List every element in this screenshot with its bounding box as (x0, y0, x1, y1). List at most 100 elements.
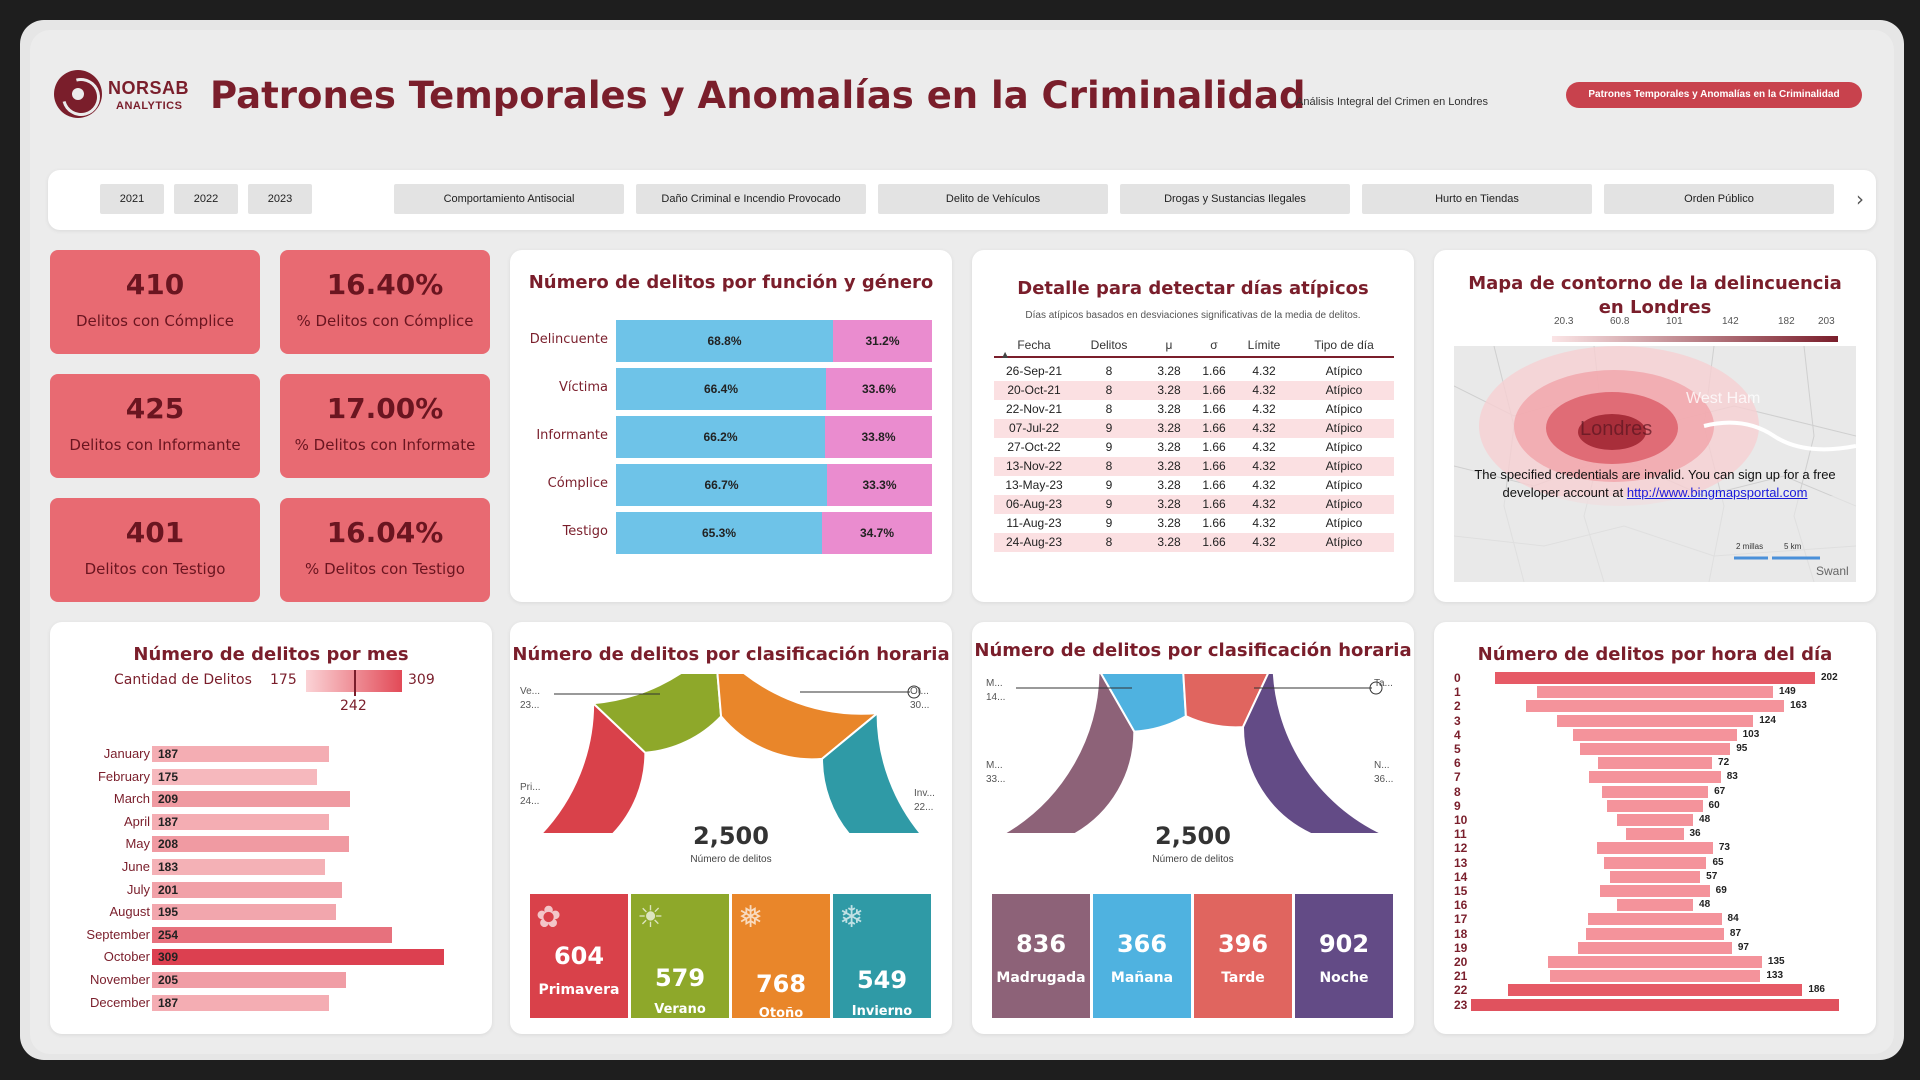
sun-icon: ☀ (637, 900, 664, 935)
column-header[interactable]: Tipo de día (1314, 338, 1374, 352)
table-row[interactable]: 20-Oct-21 8 3.28 1.66 4.32 Atípico (994, 381, 1394, 400)
bar-segment-b[interactable]: 33.3% (827, 464, 932, 506)
month-bar[interactable] (152, 904, 336, 921)
column-header[interactable]: σ (1210, 338, 1218, 352)
hour-bar[interactable] (1589, 771, 1721, 784)
month-bar[interactable] (152, 859, 325, 875)
month-bar[interactable] (152, 949, 444, 966)
bar-segment-b[interactable]: 33.8% (825, 416, 932, 458)
daypart-tile-tarde[interactable]: 396 Tarde (1194, 894, 1292, 1018)
hour-bar[interactable] (1603, 856, 1707, 869)
daypart-tile-madrugada[interactable]: 836 Madrugada (992, 894, 1090, 1018)
table-row[interactable]: 11-Aug-23 9 3.28 1.66 4.32 Atípico (994, 514, 1394, 533)
table-row[interactable]: 24-Aug-23 8 3.28 1.66 4.32 Atípico (994, 533, 1394, 552)
bar-segment-b[interactable]: 31.2% (833, 320, 932, 362)
month-label: August (109, 904, 150, 920)
table-row[interactable]: 27-Oct-22 9 3.28 1.66 4.32 Atípico (994, 438, 1394, 457)
hour-bar[interactable] (1548, 956, 1762, 968)
hour-bar[interactable] (1579, 743, 1731, 755)
hour-label: 1 (1454, 685, 1461, 700)
hour-bar[interactable] (1588, 913, 1722, 926)
page-nav-button[interactable]: Patrones Temporales y Anomalías en la Cr… (1566, 82, 1862, 108)
table-cell: 4.32 (1252, 497, 1276, 511)
hour-bar[interactable] (1597, 757, 1713, 770)
year-filter-2022[interactable]: 2022 (174, 184, 238, 214)
daypart-tile-noche[interactable]: 902 Noche (1295, 894, 1393, 1018)
sort-asc-icon[interactable]: ▲ (1002, 350, 1009, 359)
hour-bar[interactable] (1616, 814, 1693, 826)
bing-maps-link[interactable]: http://www.bingmapsportal.com (1626, 485, 1808, 500)
hour-bar[interactable] (1536, 686, 1773, 699)
bar-segment-a[interactable]: 66.2% (616, 416, 825, 458)
year-filter-2023[interactable]: 2023 (248, 184, 312, 214)
table-row[interactable]: 06-Aug-23 9 3.28 1.66 4.32 Atípico (994, 495, 1394, 514)
hour-bar[interactable] (1609, 870, 1701, 883)
hour-bar[interactable] (1626, 828, 1684, 841)
hour-bar[interactable] (1578, 941, 1732, 954)
month-bar[interactable] (152, 881, 342, 898)
category-filter-drogas[interactable]: Drogas y Sustancias Ilegales (1120, 184, 1350, 214)
hour-bar[interactable] (1607, 799, 1703, 812)
season-tile-verano[interactable]: ☀ 579 Verano (631, 894, 729, 1018)
gauge-segment-noche (1241, 674, 1384, 835)
table-row[interactable]: 07-Jul-22 9 3.28 1.66 4.32 Atípico (994, 419, 1394, 438)
table-cell: 1.66 (1202, 383, 1226, 397)
month-value: 187 (158, 747, 179, 761)
bar-segment-a[interactable]: 68.8% (616, 320, 833, 362)
table-row[interactable]: 13-May-23 9 3.28 1.66 4.32 Atípico (994, 476, 1394, 495)
hour-bar[interactable] (1507, 984, 1803, 997)
hour-bar[interactable] (1600, 885, 1710, 897)
month-bar[interactable] (152, 746, 329, 762)
month-bar[interactable] (152, 813, 329, 830)
season-tile-primavera[interactable]: ✿ 604 Primavera (530, 894, 628, 1018)
month-bar[interactable] (152, 836, 349, 853)
column-header[interactable]: Límite (1247, 338, 1281, 352)
table-cell: 1.66 (1202, 497, 1226, 511)
table-row[interactable]: 26-Sep-21 8 3.28 1.66 4.32 Atípico (994, 362, 1394, 381)
month-bar[interactable] (152, 926, 392, 943)
map-scale-b: 5 km (1784, 542, 1802, 551)
column-header[interactable]: Fecha (1017, 338, 1051, 352)
tile-label: Madrugada (996, 970, 1086, 986)
hour-bar[interactable] (1586, 927, 1724, 940)
column-header[interactable]: μ (1165, 338, 1173, 352)
hour-bar[interactable] (1597, 842, 1713, 855)
table-cell: 26-Sep-21 (1005, 364, 1063, 378)
hour-bar[interactable] (1549, 970, 1761, 983)
season-tile-invierno[interactable]: ❄ 549 Invierno (833, 894, 931, 1018)
hour-bar[interactable] (1616, 899, 1693, 912)
table-row[interactable]: 13-Nov-22 8 3.28 1.66 4.32 Atípico (994, 457, 1394, 476)
month-bar[interactable] (152, 768, 317, 785)
hour-bar[interactable] (1573, 728, 1737, 741)
hour-bar[interactable] (1471, 998, 1839, 1011)
category-filter-antisocial[interactable]: Comportamiento Antisocial (394, 184, 624, 214)
month-bar[interactable] (152, 791, 350, 808)
year-filter-2021[interactable]: 2021 (100, 184, 164, 214)
bar-segment-a[interactable]: 66.7% (616, 464, 827, 506)
hour-value: 149 (1779, 686, 1796, 698)
month-bar[interactable] (152, 994, 329, 1011)
category-filter-hurto[interactable]: Hurto en Tiendas (1362, 184, 1592, 214)
category-filter-vehiculos[interactable]: Delito de Vehículos (878, 184, 1108, 214)
hour-bar[interactable] (1525, 700, 1785, 713)
bar-segment-b[interactable]: 34.7% (822, 512, 932, 554)
bar-segment-b[interactable]: 33.6% (826, 368, 932, 410)
month-bar[interactable] (152, 972, 346, 988)
season-tile-otono[interactable]: ❅ 768 Otoño (732, 894, 830, 1018)
table-row[interactable]: 22-Nov-21 8 3.28 1.66 4.32 Atípico (994, 400, 1394, 419)
hour-value: 133 (1766, 970, 1784, 982)
hour-bar[interactable] (1556, 714, 1754, 727)
table-cell: 9 (1105, 516, 1113, 530)
hour-bar[interactable] (1601, 785, 1709, 798)
bar-segment-a[interactable]: 65.3% (616, 512, 822, 554)
category-filter-orden-publico[interactable]: Orden Público (1604, 184, 1834, 214)
chevron-right-icon[interactable]: › (1856, 187, 1864, 211)
category-filter-dano-criminal[interactable]: Daño Criminal e Incendio Provocado (636, 184, 866, 214)
table-cell: Atípico (1325, 440, 1363, 454)
hour-bar[interactable] (1495, 672, 1815, 684)
daypart-tile-manana[interactable]: 366 Mañana (1093, 894, 1191, 1018)
map-view[interactable]: West Ham Londres Swanl 2 millas 5 km The… (1454, 346, 1856, 582)
column-header[interactable]: Delitos (1090, 338, 1128, 352)
bar-segment-a[interactable]: 66.4% (616, 368, 826, 410)
table-cell: 3.28 (1157, 516, 1181, 530)
